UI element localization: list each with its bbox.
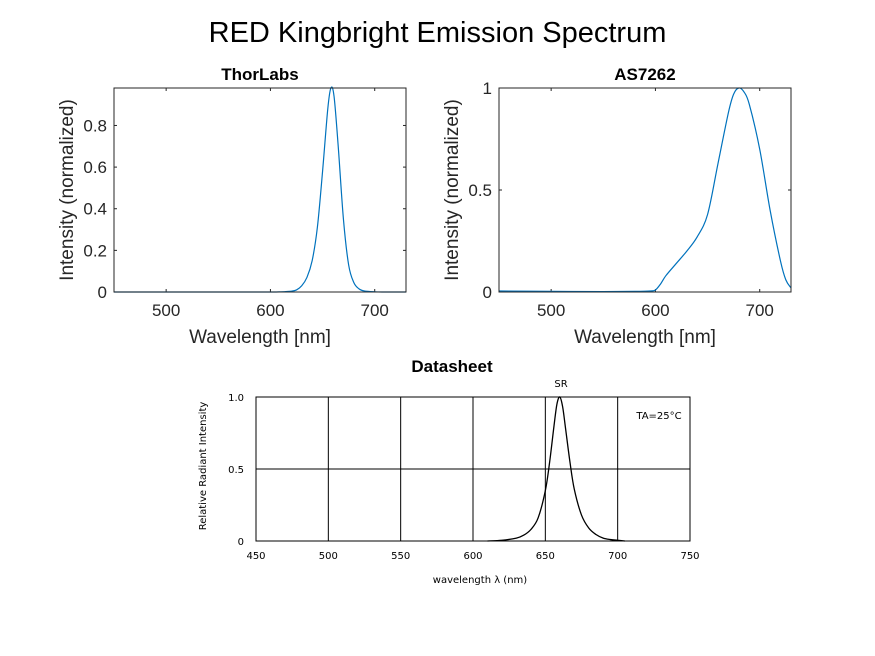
as7262-title: AS7262: [614, 65, 675, 84]
x-tick-label: 700: [746, 301, 774, 320]
figure-title: RED Kingbright Emission Spectrum: [209, 17, 667, 49]
x-tick-label: 650: [536, 551, 555, 562]
x-tick-label: 700: [361, 301, 389, 320]
thorlabs-xlabel: Wavelength [nm]: [189, 327, 331, 348]
y-tick-label: 0.4: [83, 200, 107, 219]
x-tick-label: 500: [537, 301, 565, 320]
thorlabs-ticks: 500 600 700 0 0.2 0.4 0.6 0.8: [83, 88, 406, 320]
thorlabs-series: [114, 86, 407, 293]
series-line-datasheet: [487, 396, 625, 542]
series-line-thorlabs: [114, 86, 407, 293]
thorlabs-ylabel: Intensity (normalized): [57, 99, 78, 281]
as7262-ylabel: Intensity (normalized): [442, 99, 463, 281]
y-tick-label: 1: [483, 79, 492, 98]
x-tick-label: 600: [463, 551, 482, 562]
datasheet-peak-annotation: SR: [554, 379, 567, 390]
x-tick-label: 550: [391, 551, 410, 562]
datasheet-xlabel: wavelength λ (nm): [433, 575, 528, 586]
y-tick-label: 0: [98, 283, 107, 302]
y-tick-label: 0.5: [468, 181, 492, 200]
y-tick-label: 0: [483, 283, 492, 302]
x-tick-label: 600: [256, 301, 284, 320]
as7262-xlabel: Wavelength [nm]: [574, 327, 716, 348]
datasheet-series: [487, 396, 625, 542]
y-tick-label: 0.2: [83, 241, 107, 260]
x-tick-label: 600: [641, 301, 669, 320]
x-tick-label: 700: [608, 551, 627, 562]
y-tick-label: 0.8: [83, 116, 107, 135]
x-tick-label: 500: [152, 301, 180, 320]
datasheet-ticks: 450 500 550 600 650 700 750 0 0.5 1.0: [228, 393, 699, 562]
as7262-series: [498, 87, 792, 293]
y-tick-label: 0.6: [83, 158, 107, 177]
thorlabs-plot: ThorLabs 500 600 700 0 0.2 0.4 0.6 0.8 Waveleng…: [57, 65, 407, 348]
as7262-ticks: 500 600 700 0 0.5 1: [468, 79, 791, 320]
datasheet-axes-box: [255, 396, 691, 542]
x-tick-label: 500: [319, 551, 338, 562]
datasheet-ylabel: Relative Radiant Intensity: [198, 402, 209, 531]
y-tick-label: 0.5: [228, 465, 244, 476]
x-tick-label: 750: [680, 551, 699, 562]
y-tick-label: 1.0: [228, 393, 244, 404]
datasheet-title: Datasheet: [411, 357, 493, 376]
thorlabs-axes-box: [113, 87, 407, 293]
series-line-as7262: [498, 87, 792, 293]
datasheet-plot: Datasheet 450 500 550 600 650 700 750 0 0.5 1.0 S…: [198, 357, 700, 586]
datasheet-grid: [256, 397, 690, 541]
as7262-plot: AS7262 500 600 700 0 0.5 1 Wavelength [nm] In…: [442, 65, 792, 348]
x-tick-label: 450: [246, 551, 265, 562]
datasheet-temp-annotation: TA=25°C: [635, 411, 681, 422]
as7262-axes-box: [498, 87, 792, 293]
y-tick-label: 0: [238, 537, 244, 548]
thorlabs-title: ThorLabs: [221, 65, 298, 84]
